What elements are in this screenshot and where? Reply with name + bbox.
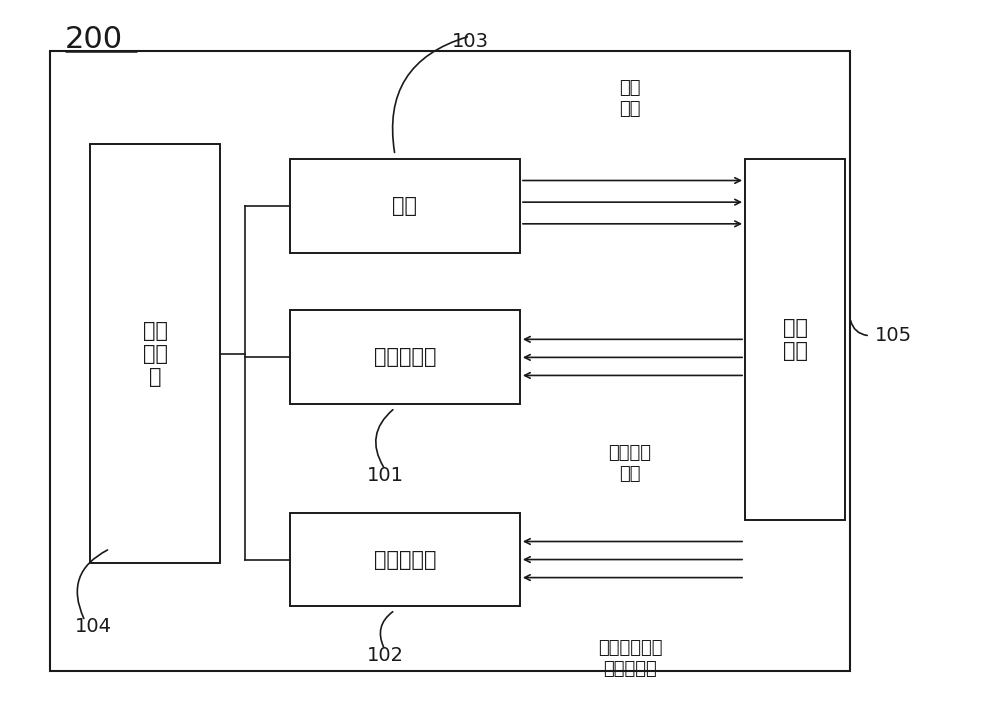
- Bar: [50, 51, 850, 671]
- Bar: [745, 159, 845, 520]
- Bar: [290, 513, 520, 606]
- Text: 光谱传感器: 光谱传感器: [374, 549, 436, 570]
- Bar: [290, 310, 520, 404]
- Text: 光源: 光源: [392, 196, 417, 216]
- Text: 101: 101: [366, 466, 404, 484]
- Text: 103: 103: [452, 32, 488, 51]
- Text: 104: 104: [75, 617, 112, 636]
- Text: 102: 102: [366, 646, 404, 665]
- Text: 测试
光线: 测试 光线: [619, 79, 641, 118]
- Text: 皮肤反射
光线: 皮肤反射 光线: [608, 444, 652, 483]
- Text: 200: 200: [65, 25, 123, 54]
- Bar: [90, 144, 220, 563]
- Text: 光照个体接收
光照的光线: 光照个体接收 光照的光线: [598, 639, 662, 678]
- Bar: [290, 159, 520, 253]
- Text: 105: 105: [875, 326, 912, 345]
- Text: 光照
个体: 光照 个体: [782, 318, 808, 361]
- Text: 光照
控制
器: 光照 控制 器: [143, 321, 168, 387]
- Text: 高光谱相机: 高光谱相机: [374, 347, 436, 367]
